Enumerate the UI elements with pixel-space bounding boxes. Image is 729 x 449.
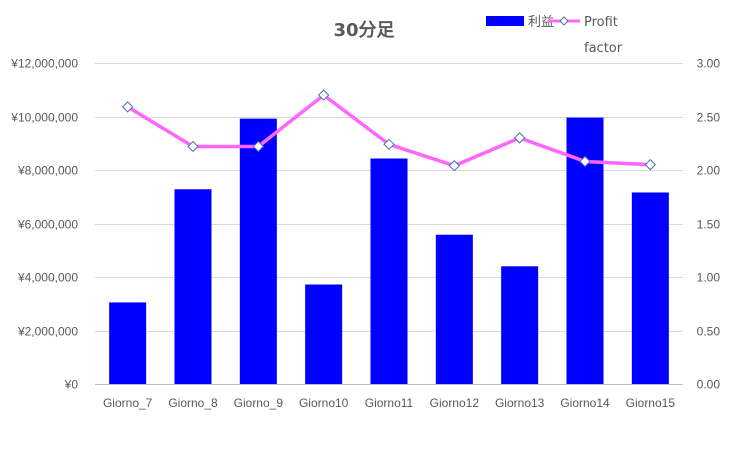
- line-point: [252, 140, 265, 153]
- y-left-tick-label: ¥6,000,000: [17, 218, 78, 232]
- x-tick-label: Giorno13: [495, 396, 545, 410]
- x-tick-label: Giorno15: [626, 396, 676, 410]
- bar: [239, 118, 277, 384]
- line-point: [317, 89, 330, 101]
- y-right-tick-label: 1.00: [697, 271, 721, 285]
- y-right-tick-label: 0.00: [697, 378, 721, 392]
- y-right-tick-label: 2.50: [697, 111, 721, 125]
- legend: 利益 Profit factor: [486, 15, 623, 56]
- axes: ¥0 ¥2,000,000 ¥4,000,000 ¥6,000,000 ¥8,000,0…: [10, 57, 720, 411]
- line-point: [121, 101, 134, 113]
- legend-swatch-profit: [486, 16, 524, 26]
- x-tick-label: Giorno14: [560, 396, 610, 410]
- x-tick-label: Giorno12: [430, 396, 480, 410]
- line-point: [579, 155, 591, 168]
- y-right-tick-label: 2.00: [697, 164, 721, 178]
- y-left-tick-label: ¥8,000,000: [17, 164, 78, 178]
- line-point: [187, 140, 199, 153]
- y-left-tick-label: ¥2,000,000: [17, 325, 78, 339]
- legend-label-profit-factor-line2: factor: [584, 41, 623, 56]
- bar: [305, 284, 343, 384]
- line-point: [383, 138, 395, 151]
- y-right-tick-label: 3.00: [697, 57, 721, 71]
- legend-label-profit-factor-line1: Profit: [584, 15, 618, 30]
- legend-marker-diamond: [559, 16, 569, 26]
- line-point: [448, 160, 461, 172]
- y-left-tick-label: ¥12,000,000: [10, 57, 78, 71]
- x-tick-label: Giorno10: [299, 396, 349, 410]
- bar: [370, 158, 408, 384]
- profit-bars: [109, 117, 669, 384]
- x-tick-label: Giorno_7: [103, 396, 153, 410]
- y-left-tick-label: ¥4,000,000: [17, 271, 78, 285]
- x-tick-label: Giorno_9: [234, 396, 284, 410]
- y-left-tick-label: ¥0: [64, 378, 79, 392]
- bar: [435, 234, 473, 384]
- legend-label-profit: 利益: [528, 15, 554, 30]
- profit-factor-line: [121, 89, 657, 172]
- y-left-tick-label: ¥10,000,000: [10, 111, 78, 125]
- line-point: [644, 158, 657, 171]
- bar: [174, 189, 212, 384]
- x-tick-label: Giorno_8: [168, 396, 218, 410]
- y-right-tick-label: 1.50: [697, 218, 721, 232]
- line-point: [513, 132, 526, 144]
- chart-title: 30分足: [333, 20, 394, 41]
- x-tick-label: Giorno11: [365, 396, 414, 410]
- bar: [501, 266, 539, 384]
- bar: [631, 192, 669, 384]
- bar: [109, 302, 147, 384]
- y-right-tick-label: 0.50: [697, 325, 721, 339]
